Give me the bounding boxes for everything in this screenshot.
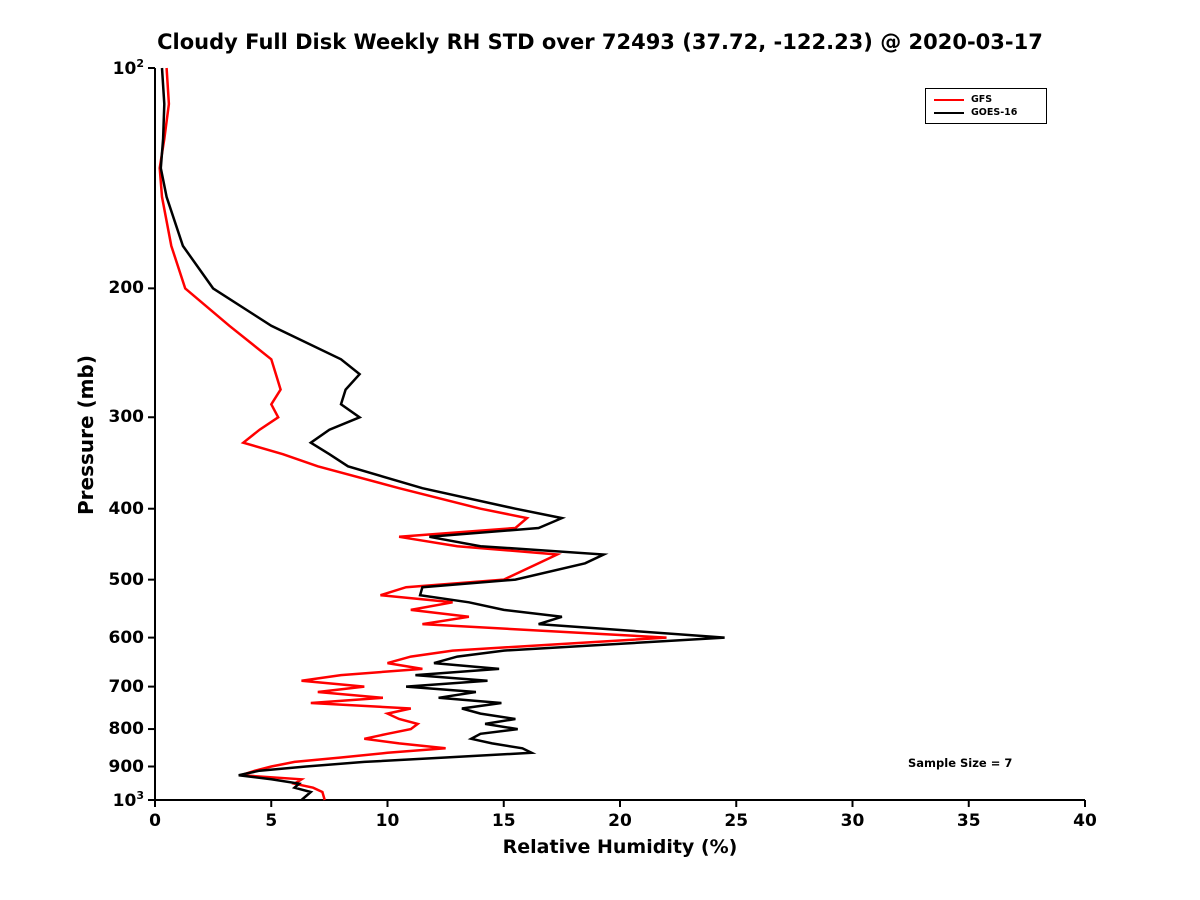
sample-size-note: Sample Size = 7 xyxy=(908,756,1013,770)
y-tick-label: 600 xyxy=(108,627,145,648)
y-tick-label: 400 xyxy=(108,498,145,519)
x-tick-label: 5 xyxy=(265,811,278,831)
x-tick-label: 30 xyxy=(840,811,865,831)
legend-item-goes16: GOES-16 xyxy=(934,106,1046,119)
gfs-line-swatch xyxy=(934,98,964,101)
legend-label-gfs: GFS xyxy=(971,93,993,105)
legend-label-goes16: GOES-16 xyxy=(971,106,1018,118)
y-tick-label: 800 xyxy=(108,719,145,740)
x-tick-label: 10 xyxy=(375,811,400,831)
x-tick-label: 25 xyxy=(724,811,749,831)
x-tick-label: 20 xyxy=(608,811,632,831)
x-tick-label: 35 xyxy=(956,811,981,831)
y-tick-label: 102 xyxy=(112,57,144,79)
chart-title: Cloudy Full Disk Weekly RH STD over 7249… xyxy=(157,30,1043,54)
legend: GFS GOES-16 xyxy=(925,88,1047,124)
y-tick-label: 700 xyxy=(108,676,145,697)
y-tick-label: 900 xyxy=(108,756,145,777)
series-line-gfs xyxy=(158,67,667,801)
x-axis-label: Relative Humidity (%) xyxy=(502,836,738,858)
y-tick-label: 200 xyxy=(108,278,145,299)
legend-item-gfs: GFS xyxy=(934,93,1046,106)
y-tick-label: 500 xyxy=(108,569,145,590)
goes16-line-swatch xyxy=(934,111,964,114)
x-tick-label: 15 xyxy=(491,811,516,831)
series-line-goes-16 xyxy=(159,67,725,801)
x-tick-label: 40 xyxy=(1073,811,1097,831)
y-tick-label: 103 xyxy=(112,789,144,811)
y-tick-label: 300 xyxy=(108,407,145,428)
x-tick-label: 0 xyxy=(149,811,161,831)
